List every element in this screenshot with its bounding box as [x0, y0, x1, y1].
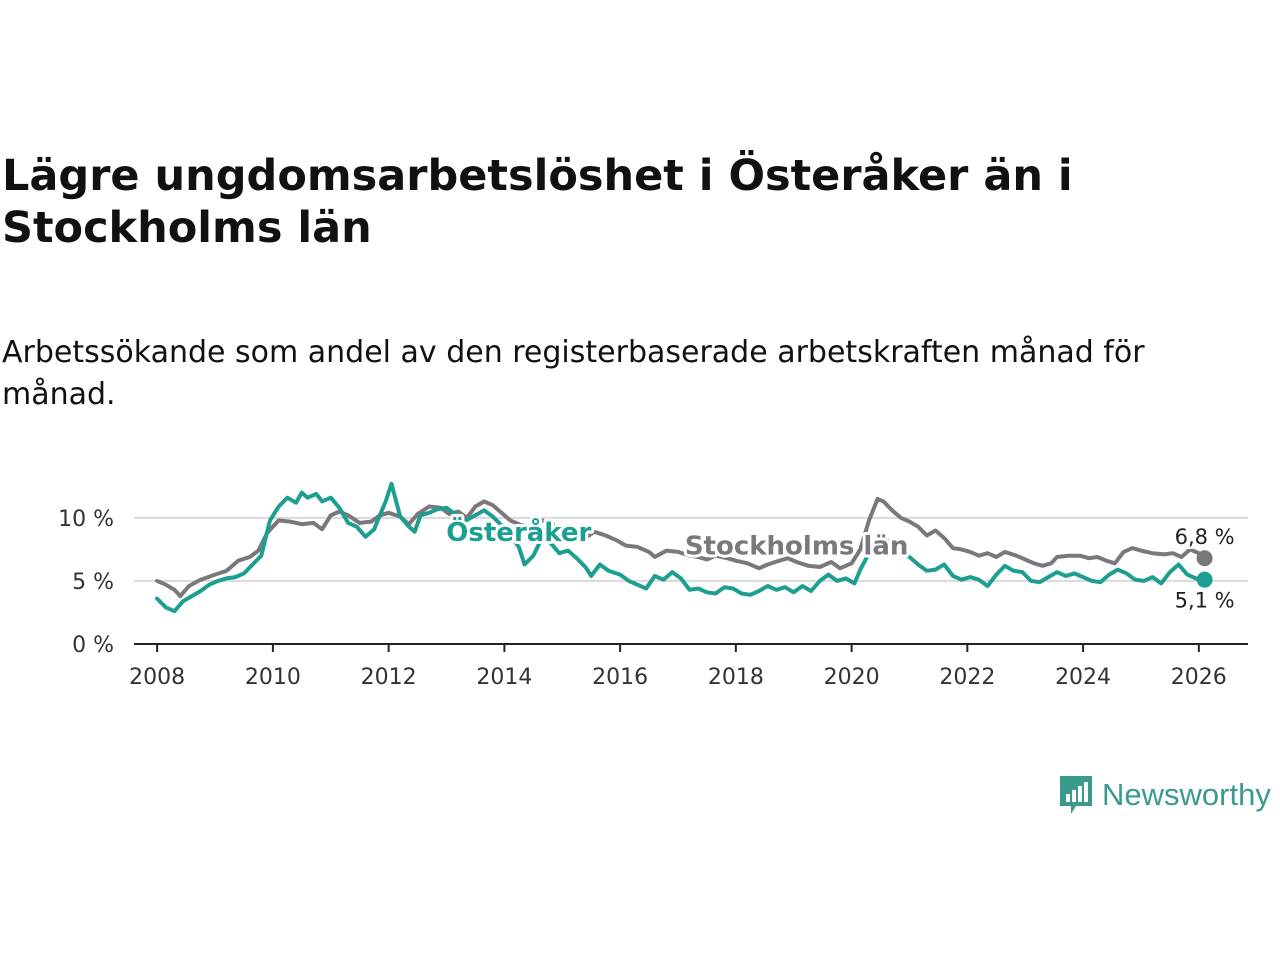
line-chart: 0 %5 %10 % 2008 2010 2012 2014 2016 2018 2020 2… [58, 481, 1248, 690]
x-tick-label: 2024 [1055, 665, 1111, 690]
series-name-label: Österåker [446, 515, 591, 548]
newsworthy-logo-icon [1060, 776, 1092, 814]
gridlines [134, 516, 1248, 582]
x-tick-label: 2018 [708, 665, 764, 690]
series-line-osteraker [155, 481, 1207, 614]
x-axis-ticks: 2008 2010 2012 2014 2016 2018 2020 2022 2024 2026 [129, 644, 1227, 690]
series-end-marker [1196, 571, 1213, 588]
x-tick-label: 2026 [1171, 665, 1227, 690]
series-end-label: 5,1 % [1175, 589, 1235, 613]
y-tick-label: 0 % [72, 633, 114, 658]
series-end-label: 6,8 % [1175, 525, 1235, 549]
x-tick-label: 2012 [361, 665, 417, 690]
x-tick-label: 2022 [939, 665, 995, 690]
series-end-marker [1196, 550, 1213, 567]
newsworthy-logo-text: Newsworthy [1102, 777, 1271, 812]
x-tick-label: 2010 [245, 665, 301, 690]
y-tick-label: 5 % [72, 570, 114, 595]
newsworthy-logo: Newsworthy [1058, 772, 1271, 818]
y-axis-ticks: 0 % 5 % 10 % [58, 507, 114, 658]
x-tick-label: 2016 [592, 665, 648, 690]
series-name-label: Stockholms län [685, 531, 909, 561]
y-tick-label: 10 % [58, 507, 114, 532]
series-labels: 6,8 % 5,1 % Österåker Stockholms län [443, 512, 1237, 615]
x-tick-label: 2020 [824, 665, 880, 690]
chart-subtitle: Arbetssökande som andel av den registerb… [2, 335, 1145, 412]
x-tick-label: 2014 [476, 665, 532, 690]
series-lines [155, 481, 1213, 614]
x-tick-label: 2008 [129, 665, 185, 690]
chart-title: Lägre ungdomsarbetslöshet i Österåker än… [2, 151, 1073, 253]
